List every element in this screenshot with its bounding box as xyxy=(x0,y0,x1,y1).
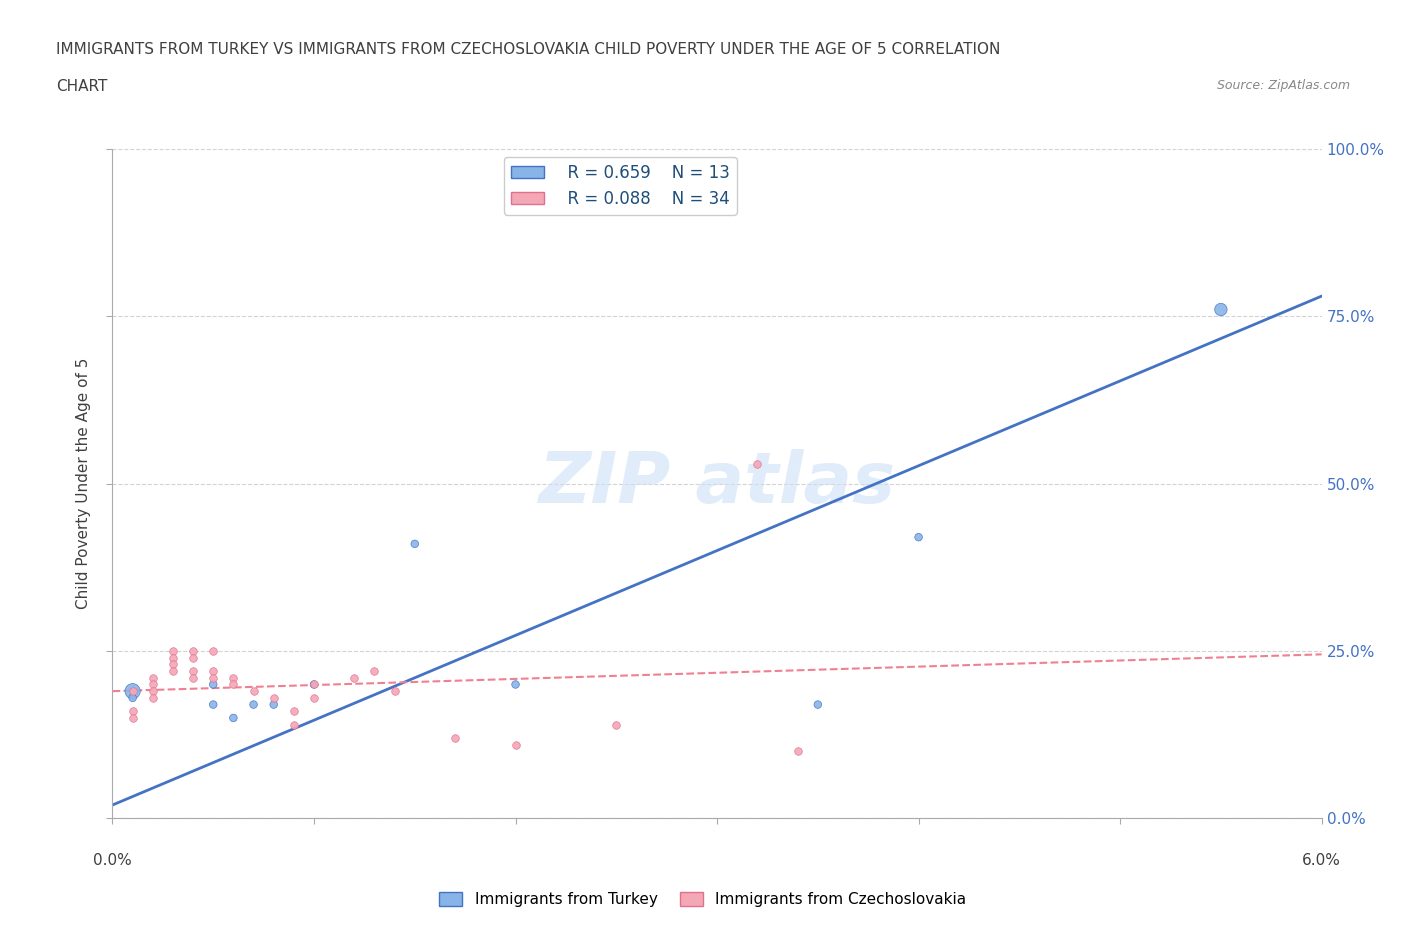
Legend: Immigrants from Turkey, Immigrants from Czechoslovakia: Immigrants from Turkey, Immigrants from … xyxy=(433,885,973,913)
Text: Source: ZipAtlas.com: Source: ZipAtlas.com xyxy=(1216,79,1350,92)
Point xyxy=(142,690,165,705)
Point xyxy=(444,731,467,746)
Point xyxy=(142,684,165,698)
Point xyxy=(181,664,204,679)
Point xyxy=(242,684,264,698)
Point xyxy=(505,677,527,692)
Point xyxy=(162,644,184,658)
Point xyxy=(263,690,285,705)
Point xyxy=(121,690,143,705)
Text: CHART: CHART xyxy=(56,79,108,94)
Point xyxy=(121,684,143,698)
Point xyxy=(162,664,184,679)
Point xyxy=(384,684,406,698)
Point xyxy=(222,671,245,685)
Point xyxy=(222,677,245,692)
Point xyxy=(343,671,366,685)
Point xyxy=(202,677,225,692)
Point xyxy=(283,704,305,719)
Text: ZIP atlas: ZIP atlas xyxy=(538,449,896,518)
Point xyxy=(121,684,143,698)
Point xyxy=(283,717,305,732)
Point xyxy=(202,664,225,679)
Point xyxy=(786,744,808,759)
Point xyxy=(505,737,527,752)
Y-axis label: Child Poverty Under the Age of 5: Child Poverty Under the Age of 5 xyxy=(76,358,91,609)
Point xyxy=(404,537,426,551)
Point xyxy=(202,698,225,712)
Point xyxy=(1209,302,1232,317)
Point xyxy=(202,644,225,658)
Point xyxy=(807,698,830,712)
Text: IMMIGRANTS FROM TURKEY VS IMMIGRANTS FROM CZECHOSLOVAKIA CHILD POVERTY UNDER THE: IMMIGRANTS FROM TURKEY VS IMMIGRANTS FRO… xyxy=(56,42,1001,57)
Point xyxy=(181,644,204,658)
Point xyxy=(181,650,204,665)
Point xyxy=(302,677,325,692)
Text: 0.0%: 0.0% xyxy=(93,853,132,868)
Point xyxy=(162,650,184,665)
Point xyxy=(747,456,769,471)
Point xyxy=(907,530,929,545)
Point xyxy=(263,698,285,712)
Legend:   R = 0.659    N = 13,   R = 0.088    N = 34: R = 0.659 N = 13, R = 0.088 N = 34 xyxy=(503,157,737,215)
Point xyxy=(363,664,385,679)
Text: 6.0%: 6.0% xyxy=(1302,853,1341,868)
Point xyxy=(142,677,165,692)
Point xyxy=(162,657,184,671)
Point xyxy=(222,711,245,725)
Point xyxy=(181,671,204,685)
Point xyxy=(242,698,264,712)
Point xyxy=(121,704,143,719)
Point xyxy=(121,711,143,725)
Point xyxy=(605,717,627,732)
Point xyxy=(142,671,165,685)
Point xyxy=(302,677,325,692)
Point xyxy=(202,671,225,685)
Point xyxy=(302,690,325,705)
